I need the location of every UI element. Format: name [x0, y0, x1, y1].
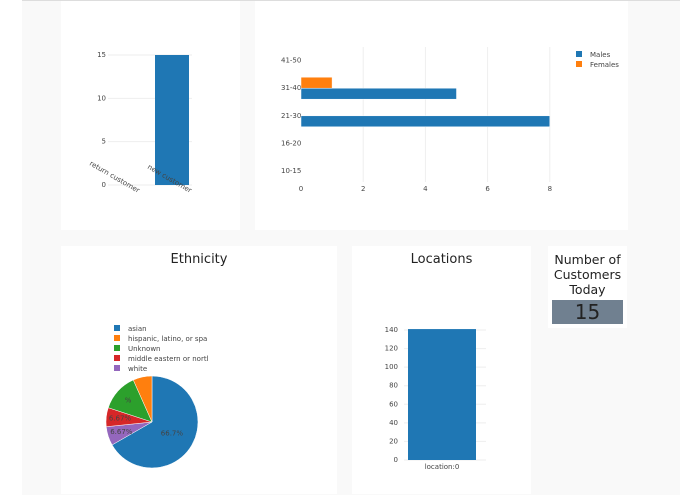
y-tick-label: 80 — [389, 382, 398, 390]
ethnicity-title: Ethnicity — [170, 252, 228, 267]
y-tick-label: 10 — [97, 94, 106, 102]
y-tick-label: 31-40 — [281, 84, 301, 92]
y-tick-label: 41-50 — [281, 57, 301, 65]
locations-title: Locations — [410, 252, 473, 267]
slice-label: 66.7% — [161, 430, 184, 438]
slice-label: 6.67% — [110, 428, 133, 436]
age-gender-panel — [255, 1, 628, 230]
pie-slice — [111, 375, 199, 469]
x-tick-label: 2 — [361, 185, 365, 193]
y-tick-label: 0 — [394, 456, 398, 464]
legend-swatch — [114, 345, 120, 351]
legend-swatch — [114, 355, 120, 361]
y-tick-label: 60 — [389, 400, 398, 408]
bar-females — [300, 76, 333, 89]
y-tick-label: 100 — [385, 363, 398, 371]
y-tick-label: 21-30 — [281, 112, 301, 120]
legend-label: Females — [590, 61, 619, 69]
legend-swatch — [114, 365, 120, 371]
x-tick-label: 4 — [423, 185, 428, 193]
x-tick-label: 6 — [485, 185, 490, 193]
pie-slice — [132, 375, 153, 423]
legend-swatch — [114, 325, 120, 331]
legend-swatch — [576, 51, 582, 57]
y-tick-label: 140 — [385, 326, 398, 334]
x-tick-label: 0 — [299, 185, 303, 193]
legend-label: Males — [590, 51, 611, 59]
y-tick-label: 40 — [389, 419, 398, 427]
y-tick-label: 5 — [102, 138, 106, 146]
bar-males — [300, 87, 457, 100]
bar — [155, 55, 189, 185]
counter-title: Number of Customers Today — [553, 252, 622, 297]
counter-value: 15 — [552, 300, 623, 324]
bar-males — [300, 115, 551, 128]
y-tick-label: 0 — [102, 181, 106, 189]
x-tick-label: location:0 — [425, 463, 460, 471]
slice-label: % — [125, 396, 132, 404]
legend-swatch — [576, 61, 582, 67]
legend-label: Unknown — [128, 345, 161, 353]
legend-label: hispanic, latino, or spa — [128, 335, 207, 343]
y-tick-label: 20 — [389, 437, 398, 445]
y-tick-label: 10-15 — [281, 167, 301, 175]
legend-swatch — [114, 335, 120, 341]
y-tick-label: 15 — [97, 51, 106, 59]
bar — [408, 329, 476, 460]
slice-label: 6.67% — [109, 415, 132, 423]
legend-label: middle eastern or nortl — [128, 355, 209, 363]
customer-type-panel — [61, 1, 240, 230]
ethnicity-panel — [61, 246, 337, 494]
y-tick-label: 16-20 — [281, 139, 301, 147]
y-tick-label: 120 — [385, 345, 398, 353]
legend-label: white — [128, 365, 147, 373]
x-tick-label: return customer — [88, 160, 141, 195]
x-tick-label: 8 — [548, 185, 552, 193]
legend-label: asian — [128, 325, 147, 333]
